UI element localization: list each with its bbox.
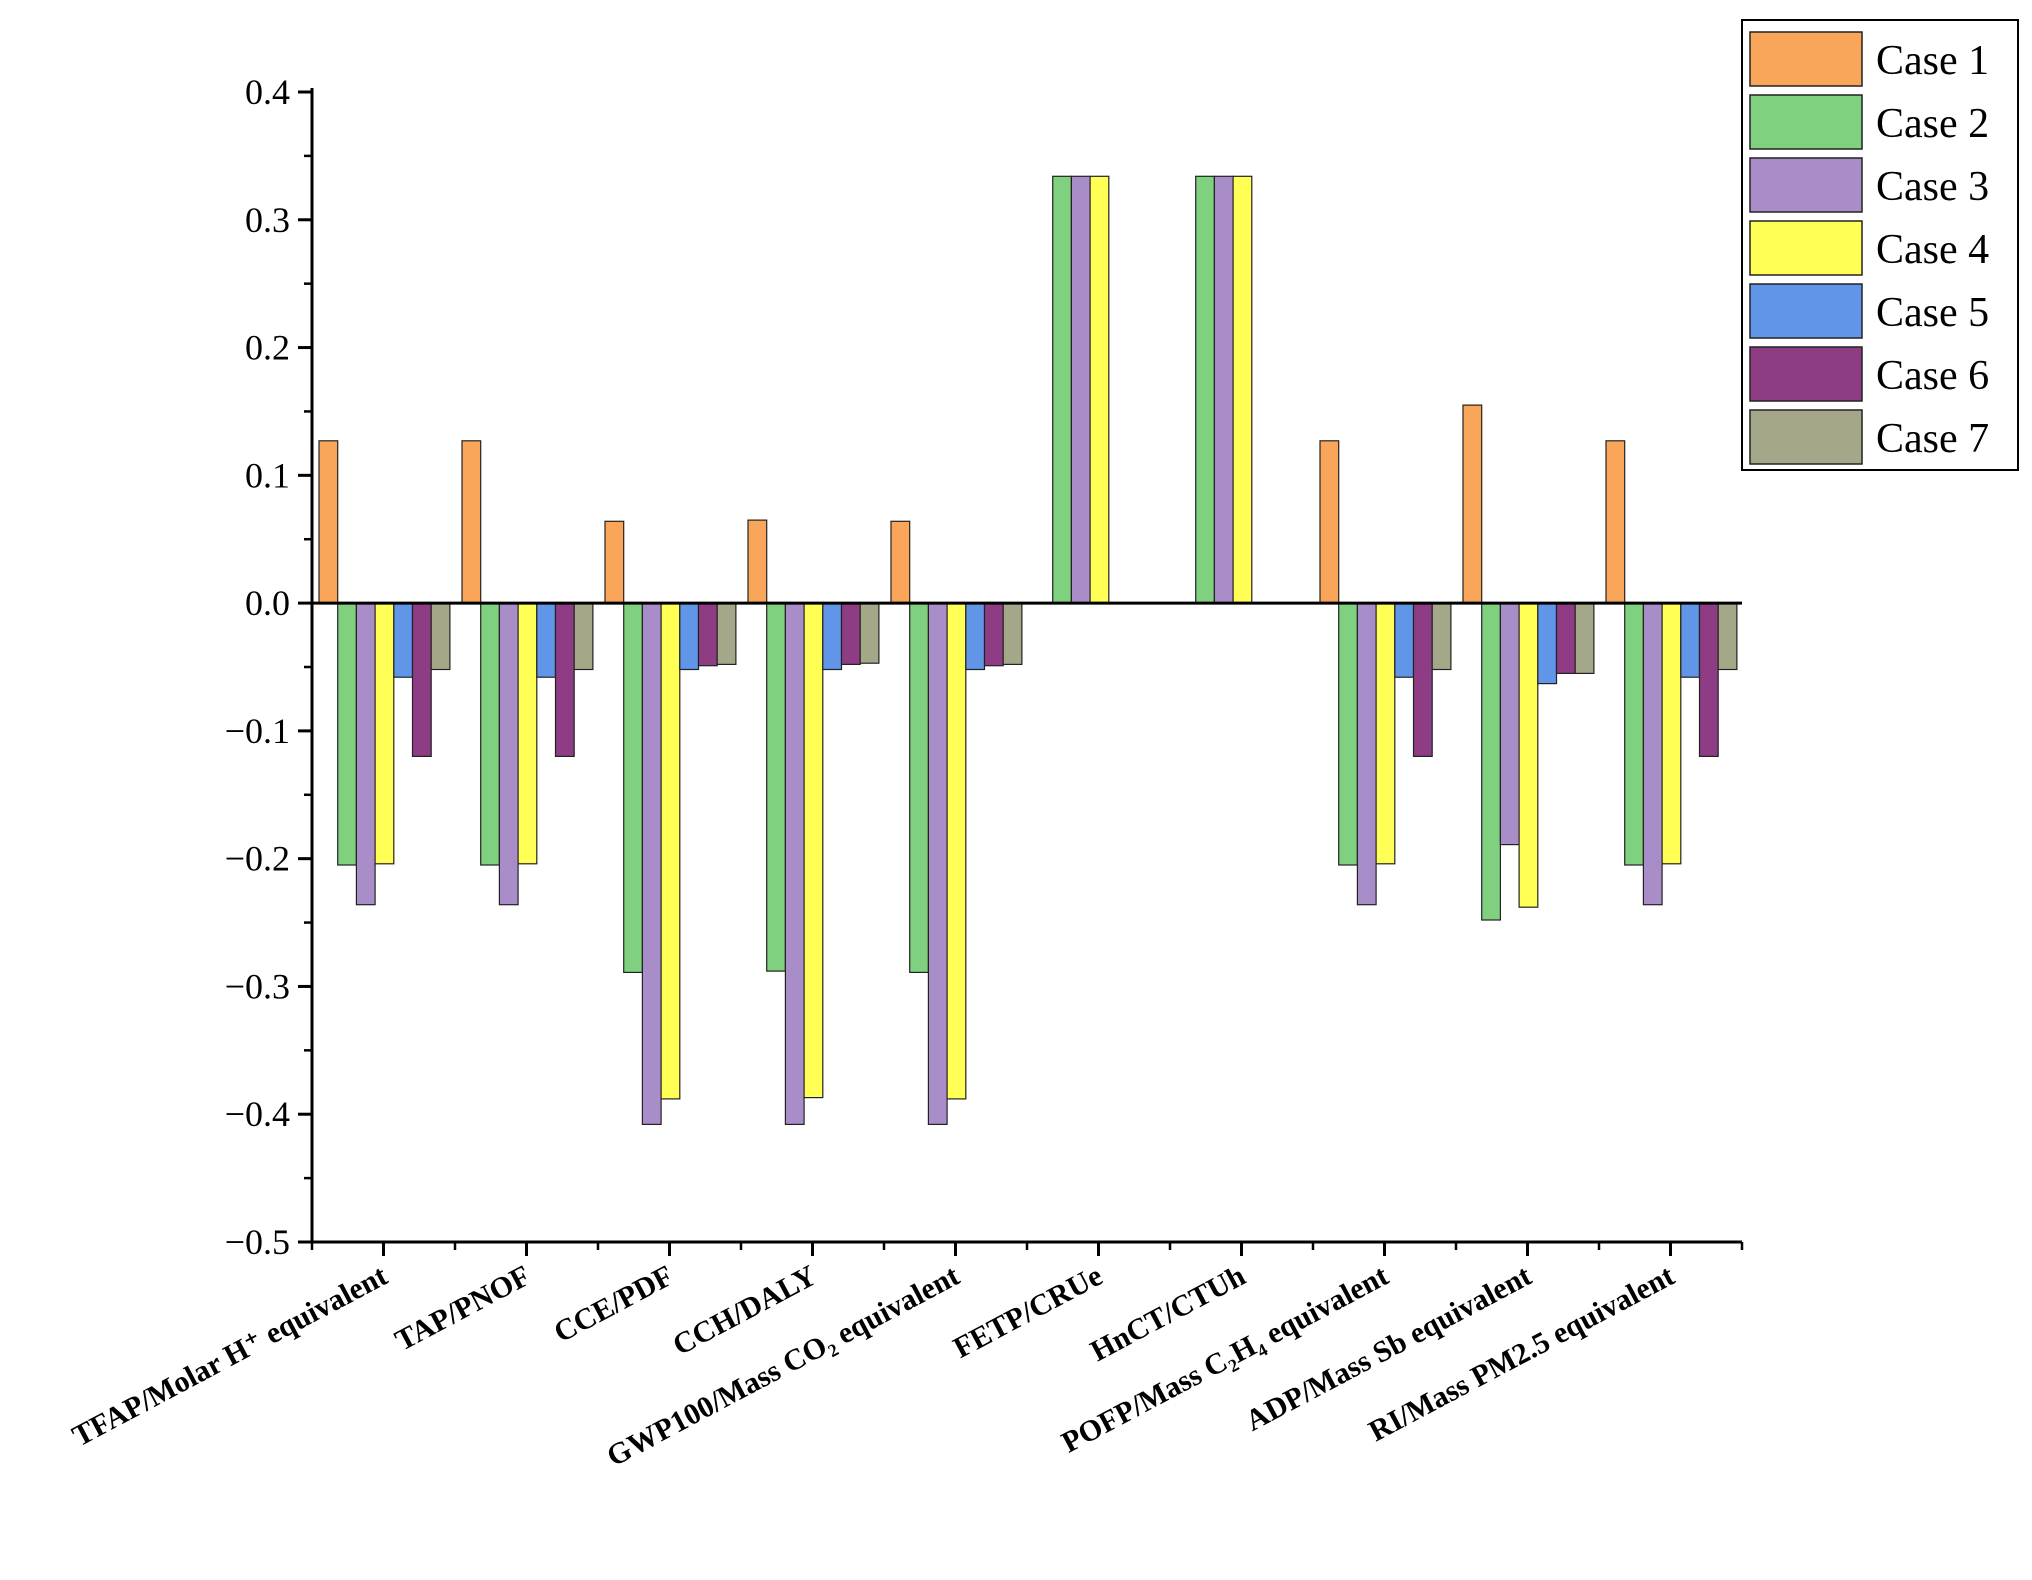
bar-case-2-cat-10 xyxy=(1624,602,1644,866)
bar-case-3-cat-5 xyxy=(927,602,948,1125)
bar-case-6-cat-8 xyxy=(1412,602,1433,757)
x-category-label: TAP/PNOF xyxy=(390,1259,536,1358)
bar-case-7-cat-5 xyxy=(1002,602,1023,665)
bar-case-2-cat-5 xyxy=(909,602,930,973)
bar-case-3-cat-4 xyxy=(784,602,805,1125)
legend-label: Case 6 xyxy=(1876,353,1989,399)
bar-case-4-cat-4 xyxy=(803,602,824,1099)
legend-swatch xyxy=(1749,157,1863,213)
y-tick-label: −0.4 xyxy=(225,1094,290,1134)
bar-case-3-cat-10 xyxy=(1642,602,1663,906)
legend-label: Case 7 xyxy=(1876,416,1989,462)
y-tick-label: −0.5 xyxy=(225,1222,290,1262)
legend-label: Case 1 xyxy=(1876,38,1989,84)
x-category-label: CCE/PDF xyxy=(549,1259,679,1349)
legend-swatch xyxy=(1749,31,1863,87)
bar-case-1-cat-5 xyxy=(890,520,911,604)
bar-case-5-cat-4 xyxy=(822,602,843,671)
legend-swatch xyxy=(1749,409,1863,465)
y-tick-label: −0.3 xyxy=(225,966,290,1006)
y-tick-label: −0.2 xyxy=(225,839,290,879)
bar-case-4-cat-3 xyxy=(660,602,681,1100)
bar-case-7-cat-2 xyxy=(573,602,594,671)
bar-case-7-cat-3 xyxy=(716,602,737,665)
legend-swatch xyxy=(1749,283,1863,339)
bar-case-7-cat-8 xyxy=(1431,602,1452,671)
bar-case-4-cat-10 xyxy=(1661,602,1682,865)
bar-case-6-cat-3 xyxy=(697,602,718,667)
bar-case-3-cat-3 xyxy=(641,602,662,1125)
bar-case-6-cat-2 xyxy=(554,602,575,757)
bar-case-7-cat-9 xyxy=(1574,602,1595,674)
bar-case-5-cat-3 xyxy=(679,602,700,671)
bar-case-1-cat-2 xyxy=(461,440,482,604)
bar-case-5-cat-10 xyxy=(1680,602,1701,678)
bar-case-5-cat-8 xyxy=(1394,602,1415,678)
x-category-label: FETP/CRUe xyxy=(948,1259,1108,1365)
y-axis-ticks: −0.5 −0.4 −0.3 −0.2 −0.1 0.0 0.1 0.2 0.3 0.4 xyxy=(225,72,312,1262)
bar-case-4-cat-9 xyxy=(1518,602,1539,908)
x-category-label: TFAP/Molar H⁺ equivalent xyxy=(67,1259,393,1453)
bar-case-7-cat-1 xyxy=(430,602,451,671)
y-tick-label: 0.1 xyxy=(245,455,290,495)
bar-case-3-cat-7 xyxy=(1213,175,1234,604)
legend: Case 1 Case 2 Case 3 Case 4 Case 5 Case 6 Case… xyxy=(1741,19,2019,471)
bar-case-1-cat-1 xyxy=(318,440,339,604)
bars-layer xyxy=(318,175,1738,1125)
bar-case-6-cat-9 xyxy=(1555,602,1576,674)
y-tick-label: 0.4 xyxy=(245,72,290,112)
bar-case-2-cat-4 xyxy=(766,602,787,972)
bar-case-1-cat-4 xyxy=(747,519,768,604)
bar-case-4-cat-6 xyxy=(1089,175,1110,604)
legend-label: Case 3 xyxy=(1876,164,1989,210)
bar-case-2-cat-3 xyxy=(623,602,644,973)
bar-case-3-cat-9 xyxy=(1499,602,1520,846)
bar-case-2-cat-1 xyxy=(337,602,358,866)
bar-case-1-cat-3 xyxy=(604,520,625,604)
bar-case-2-cat-2 xyxy=(480,602,501,866)
legend-swatch xyxy=(1749,346,1863,402)
bar-case-5-cat-1 xyxy=(393,602,414,678)
bar-case-2-cat-6 xyxy=(1052,175,1072,604)
bar-case-1-cat-9 xyxy=(1462,404,1483,604)
bar-case-4-cat-2 xyxy=(517,602,538,865)
bar-case-6-cat-1 xyxy=(411,602,432,757)
y-tick-label: 0.0 xyxy=(245,583,290,623)
bar-case-6-cat-10 xyxy=(1698,602,1719,757)
bar-case-3-cat-6 xyxy=(1070,175,1091,604)
bar-case-6-cat-4 xyxy=(840,602,861,665)
y-tick-label: 0.3 xyxy=(245,200,290,240)
y-tick-label: −0.1 xyxy=(225,711,290,751)
bar-case-2-cat-9 xyxy=(1481,602,1501,921)
legend-swatch xyxy=(1749,220,1863,276)
bar-case-4-cat-1 xyxy=(374,602,395,865)
legend-swatch xyxy=(1749,94,1863,150)
bar-case-4-cat-5 xyxy=(946,602,967,1100)
bar-case-1-cat-8 xyxy=(1319,440,1340,604)
y-tick-label: 0.2 xyxy=(245,328,290,368)
bar-case-3-cat-2 xyxy=(498,602,519,906)
bar-case-5-cat-5 xyxy=(965,602,986,671)
bar-case-6-cat-5 xyxy=(983,602,1004,667)
legend-label: Case 4 xyxy=(1876,227,1989,273)
bar-case-3-cat-1 xyxy=(355,602,376,906)
bar-case-1-cat-10 xyxy=(1605,440,1626,604)
bar-case-7-cat-10 xyxy=(1717,602,1738,671)
bar-case-4-cat-7 xyxy=(1232,175,1253,604)
legend-label: Case 5 xyxy=(1876,290,1989,336)
bar-case-5-cat-9 xyxy=(1537,602,1558,685)
bar-case-2-cat-7 xyxy=(1195,175,1215,604)
bar-case-3-cat-8 xyxy=(1356,602,1377,906)
legend-label: Case 2 xyxy=(1876,101,1989,147)
bar-case-5-cat-2 xyxy=(536,602,557,678)
bar-case-7-cat-4 xyxy=(859,602,880,664)
bar-case-4-cat-8 xyxy=(1375,602,1396,865)
bar-case-2-cat-8 xyxy=(1338,602,1358,866)
